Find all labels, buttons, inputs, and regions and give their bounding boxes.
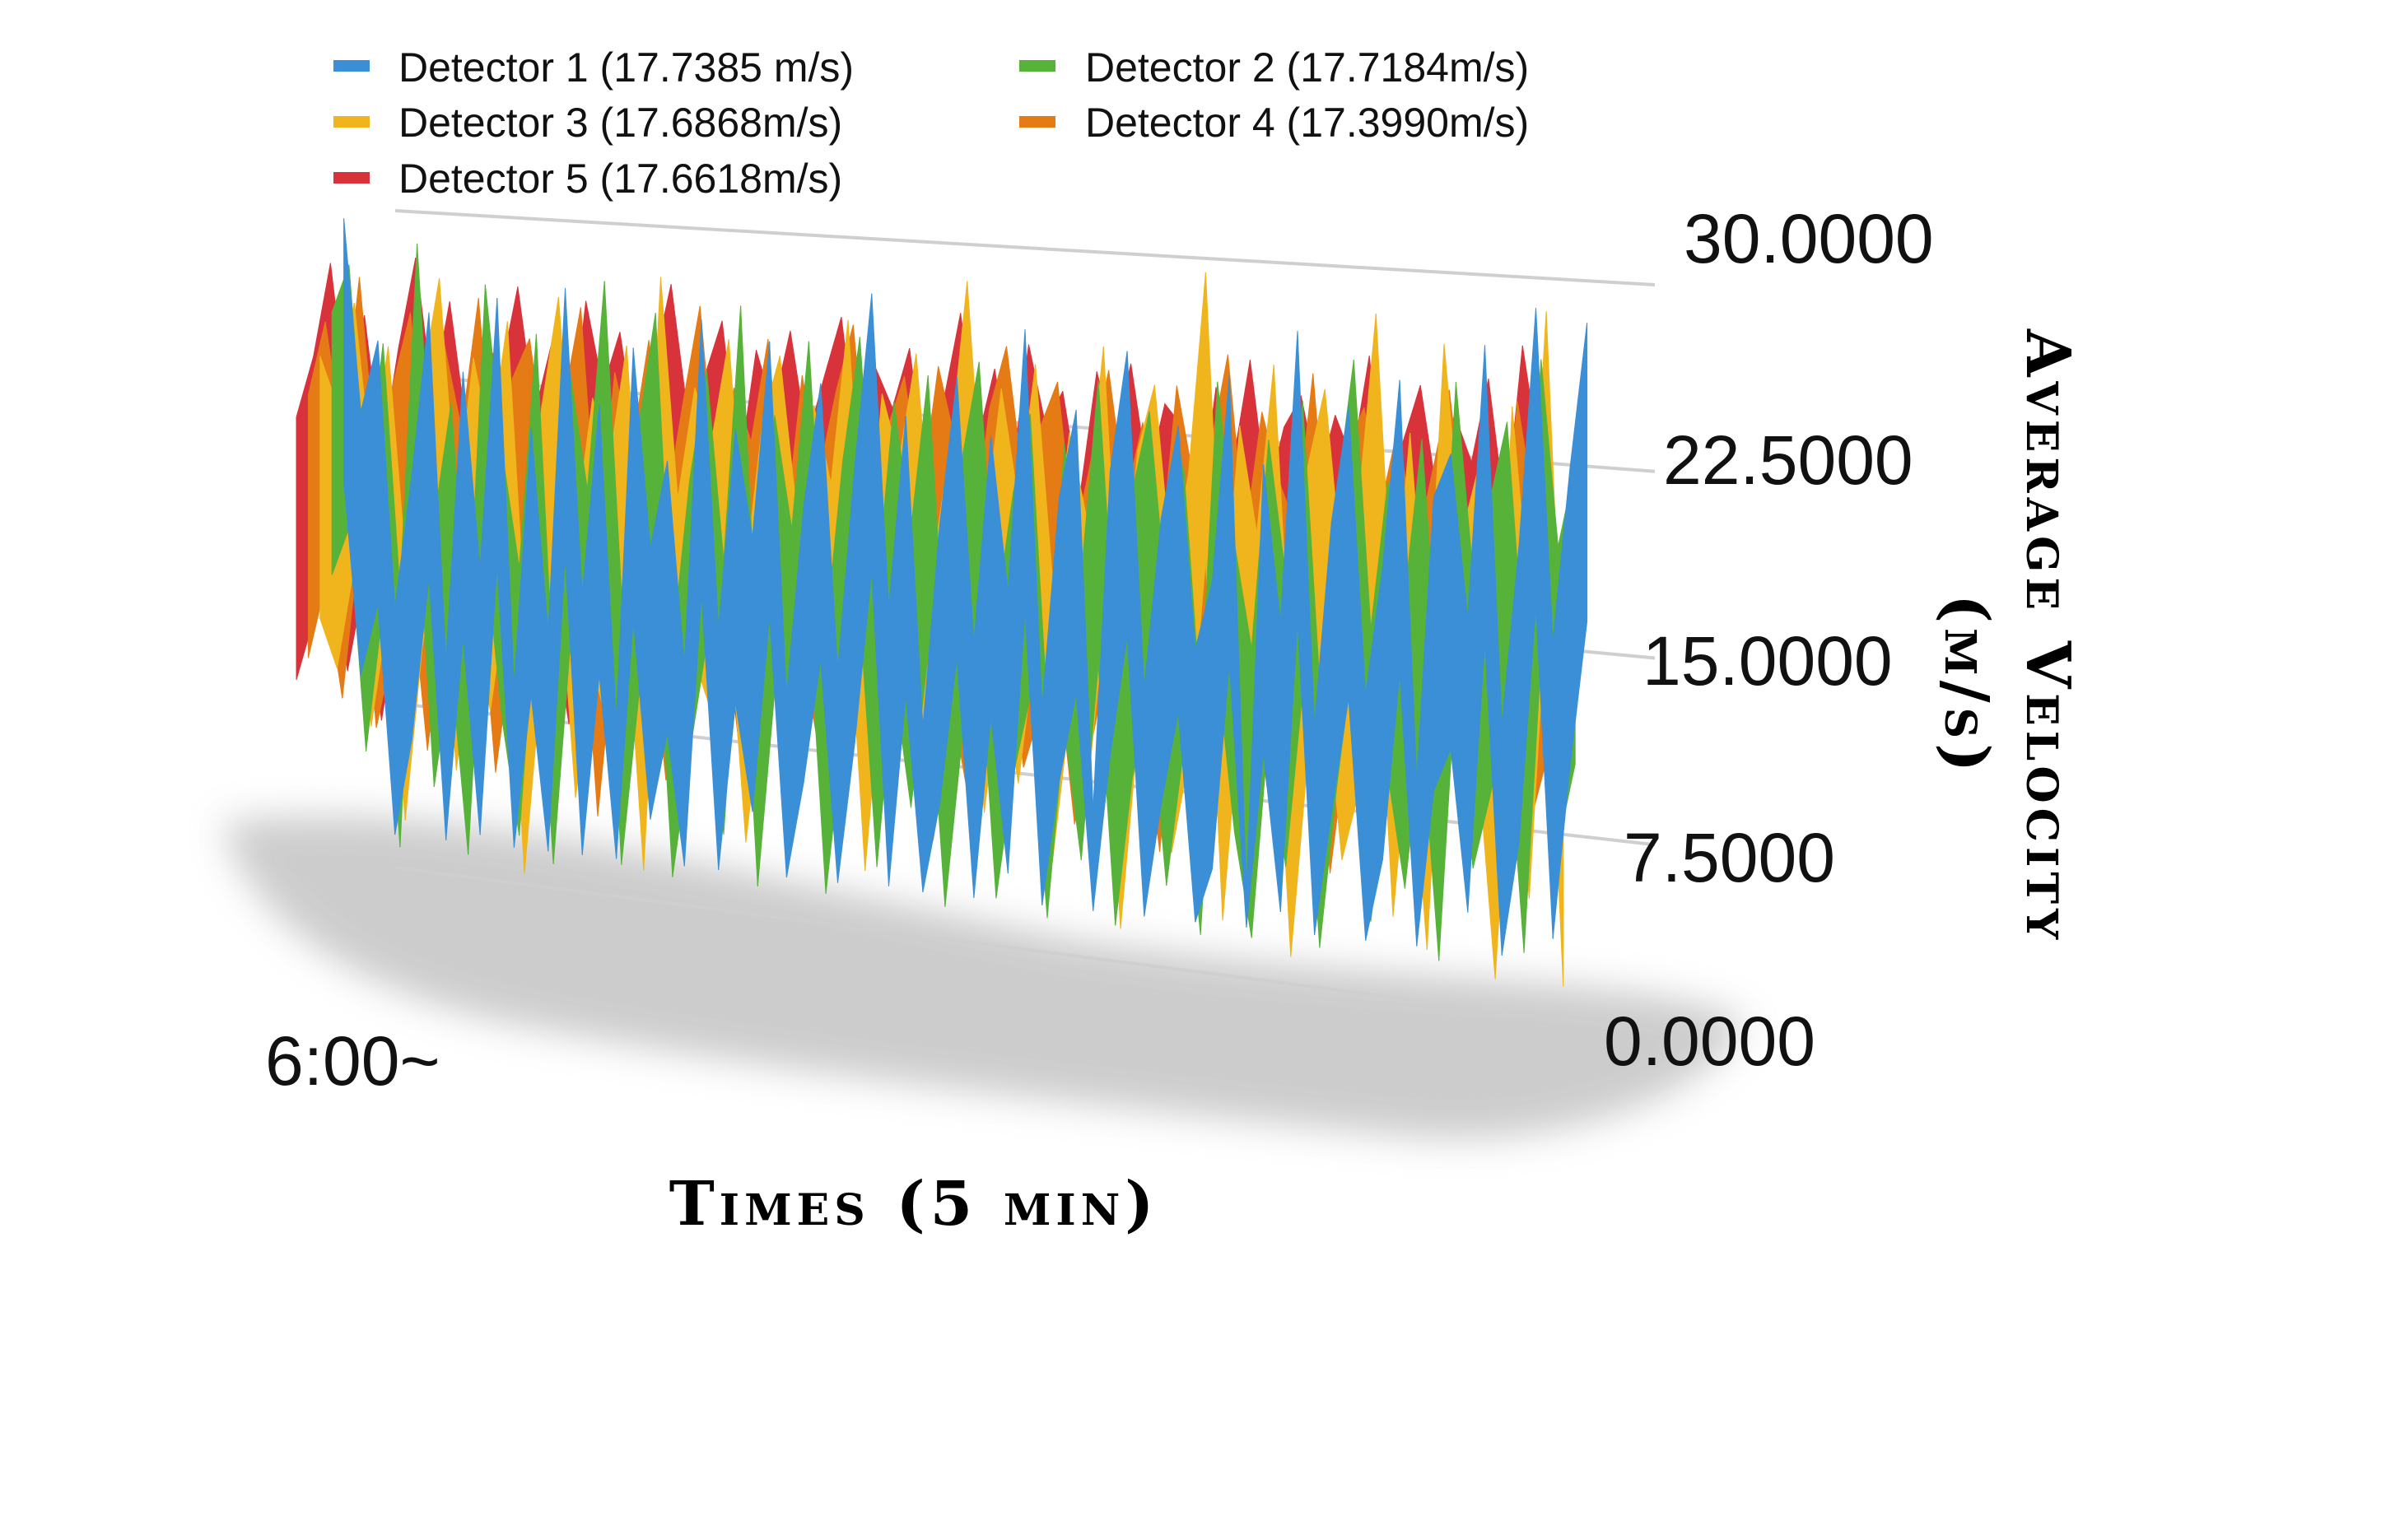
grid-line (394, 866, 1656, 1033)
legend-swatch-detector-5 (333, 172, 370, 184)
series-1 (343, 218, 1588, 956)
x-start-label: 6:00~ (265, 1022, 440, 1100)
y-tick-label: 15.0000 (1642, 622, 1893, 700)
y-axis-title: Average Velocity (m/s) (1931, 328, 2083, 944)
y-axis-ticks: 30.0000 22.5000 15.0000 7.5000 0.0000 (1604, 200, 1934, 1080)
legend-swatch-detector-4 (1019, 116, 1055, 128)
legend: Detector 1 (17.7385 m/s) Detector 2 (17.… (333, 44, 1529, 202)
y-axis-title-line-2: (m/s) (1931, 594, 2001, 777)
y-tick-label: 0.0000 (1604, 1003, 1815, 1080)
legend-label-detector-1: Detector 1 (17.7385 m/s) (398, 44, 854, 91)
legend-label-detector-4: Detector 4 (17.3990m/s) (1085, 100, 1529, 146)
y-tick-label: 7.5000 (1624, 819, 1835, 896)
series-1-segment (1433, 454, 1451, 792)
floor-shadow (222, 815, 1745, 1139)
y-tick-label: 30.0000 (1684, 200, 1934, 277)
plot-area (296, 218, 1588, 987)
x-axis-title: Times (5 min) (669, 1169, 1159, 1240)
series-1-segment (1569, 323, 1588, 767)
legend-swatch-detector-1 (333, 60, 370, 72)
chart-floor-shadow (222, 815, 1745, 1139)
grid-line (394, 209, 1656, 286)
legend-swatch-detector-3 (333, 116, 370, 128)
legend-label-detector-2: Detector 2 (17.7184m/s) (1085, 44, 1529, 91)
legend-swatch-detector-2 (1019, 60, 1055, 72)
legend-label-detector-3: Detector 3 (17.6868m/s) (398, 100, 842, 146)
y-tick-label: 22.5000 (1663, 421, 1913, 499)
legend-label-detector-5: Detector 5 (17.6618m/s) (398, 156, 842, 202)
y-axis-title-line-1: Average Velocity (2012, 328, 2083, 944)
